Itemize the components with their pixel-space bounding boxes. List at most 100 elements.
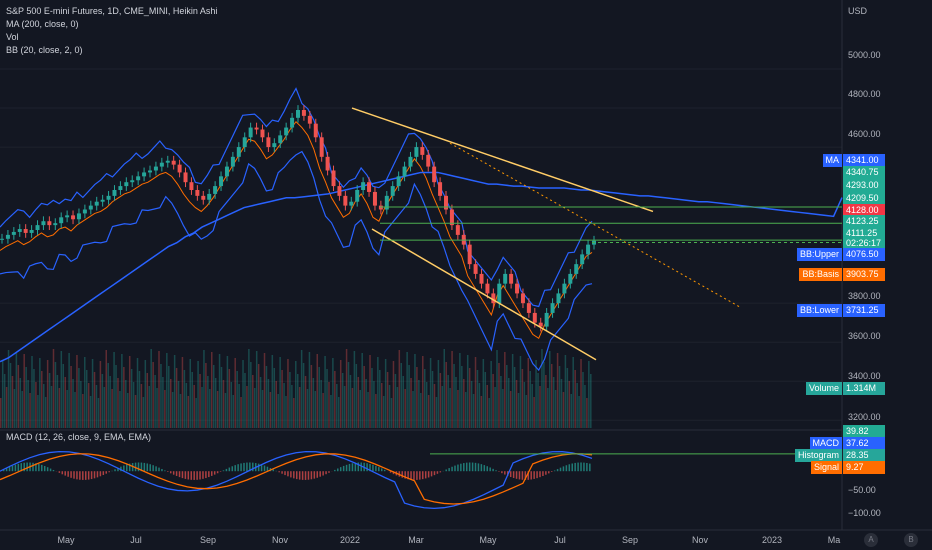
- candle: [177, 164, 182, 173]
- volume-bar: [580, 359, 582, 428]
- volume-bar: [545, 375, 547, 428]
- macd-histogram-bar: [562, 466, 565, 472]
- upper-trendline: [351, 107, 654, 213]
- volume-bar: [400, 363, 403, 428]
- volume-bar: [449, 388, 451, 428]
- volume-bar: [433, 384, 436, 428]
- volume-bar: [375, 394, 377, 428]
- volume-bar: [209, 389, 211, 428]
- macd-histogram-bar: [489, 467, 491, 472]
- volume-bar: [468, 368, 471, 428]
- macd-histogram-bar: [366, 463, 368, 472]
- volume-bar: [554, 390, 557, 428]
- volume-bar: [547, 388, 549, 428]
- bb-legend[interactable]: BB (20, close, 2, 0): [6, 45, 83, 55]
- volume-bar: [166, 353, 168, 428]
- volume-bar: [185, 383, 188, 428]
- volume-bar: [173, 355, 176, 428]
- volume-bar: [302, 363, 305, 428]
- volume-bar: [216, 391, 219, 428]
- volume-bar: [252, 375, 254, 428]
- macd-histogram-bar: [178, 471, 181, 478]
- volume-bar: [443, 349, 446, 428]
- volume-bar: [556, 353, 559, 428]
- macd-histogram-bar: [70, 471, 72, 478]
- volume-bar: [275, 381, 277, 428]
- candle: [106, 195, 111, 200]
- macd-histogram-bar: [76, 471, 78, 480]
- volume-bar: [281, 370, 283, 428]
- macd-histogram-bar: [278, 471, 280, 473]
- volume-bar: [80, 381, 82, 428]
- volume-bar: [242, 360, 244, 428]
- vol-legend[interactable]: Vol: [6, 32, 19, 42]
- volume-bar: [42, 384, 45, 428]
- volume-bar: [496, 350, 498, 428]
- macd-histogram-bar: [548, 471, 550, 474]
- volume-bar: [27, 380, 29, 428]
- macd-histogram-bar: [463, 463, 465, 472]
- macd-histogram-bar: [574, 462, 576, 472]
- candle: [94, 201, 99, 206]
- volume-bar: [283, 383, 285, 428]
- ma200-line: [0, 171, 843, 363]
- volume-bar: [564, 355, 567, 428]
- time-tick: 2022: [339, 535, 361, 545]
- candle: [290, 117, 295, 128]
- volume-bar: [386, 372, 389, 428]
- candle: [467, 244, 472, 265]
- macd-histogram-bar: [354, 462, 357, 472]
- volume-bar: [453, 364, 455, 428]
- ma-legend[interactable]: MA (200, close, 0): [6, 19, 79, 29]
- macd-histogram-bar: [550, 471, 553, 472]
- volume-bar: [304, 376, 307, 428]
- volume-bar: [5, 387, 8, 428]
- volume-bar: [138, 371, 141, 428]
- candle: [41, 221, 46, 226]
- candle: [307, 115, 312, 124]
- macd-histogram-bar: [284, 471, 286, 476]
- macd-histogram-bar: [73, 471, 75, 479]
- volume-bar: [58, 388, 61, 428]
- macd-legend[interactable]: MACD (12, 26, close, 9, EMA, EMA): [6, 432, 152, 442]
- auto-scale-button[interactable]: A: [864, 533, 878, 547]
- volume-bar: [422, 356, 424, 428]
- candle: [47, 221, 52, 226]
- volume-bar: [177, 381, 180, 428]
- macd-histogram-bar: [486, 466, 488, 472]
- macd-histogram-bar: [439, 471, 442, 473]
- macd-histogram-bar: [454, 465, 456, 472]
- macd-histogram-bar: [433, 471, 436, 476]
- volume-bar: [326, 369, 328, 428]
- volume-bar: [3, 374, 6, 428]
- volume-bar: [218, 354, 221, 428]
- volume-bar: [171, 392, 174, 428]
- volume-bar: [439, 373, 442, 428]
- volume-bar: [35, 382, 37, 428]
- volume-bar: [279, 357, 281, 428]
- candle: [201, 195, 206, 200]
- volume-bar: [74, 392, 76, 428]
- candle: [414, 147, 419, 157]
- volume-bar: [162, 377, 164, 428]
- macd-histogram-bar: [155, 466, 157, 472]
- macd-histogram-bar: [348, 463, 351, 472]
- volume-bar: [492, 374, 494, 428]
- macd-histogram-bar: [389, 471, 392, 473]
- macd-histogram-bar: [568, 464, 571, 472]
- volume-bar: [232, 395, 235, 428]
- volume-bar: [97, 398, 100, 428]
- volume-bar: [291, 385, 293, 428]
- volume-bar: [490, 361, 492, 428]
- candle: [520, 293, 525, 304]
- volume-bar: [568, 381, 571, 428]
- macd-histogram-bar: [108, 471, 110, 473]
- macd-badge-label: Signal: [810, 461, 842, 474]
- log-scale-button[interactable]: B: [904, 533, 918, 547]
- macd-histogram-bar: [527, 471, 530, 480]
- volume-bar: [472, 394, 475, 428]
- volume-bar: [199, 374, 201, 428]
- macd-histogram-bar: [193, 471, 195, 480]
- volume-bar: [445, 362, 447, 428]
